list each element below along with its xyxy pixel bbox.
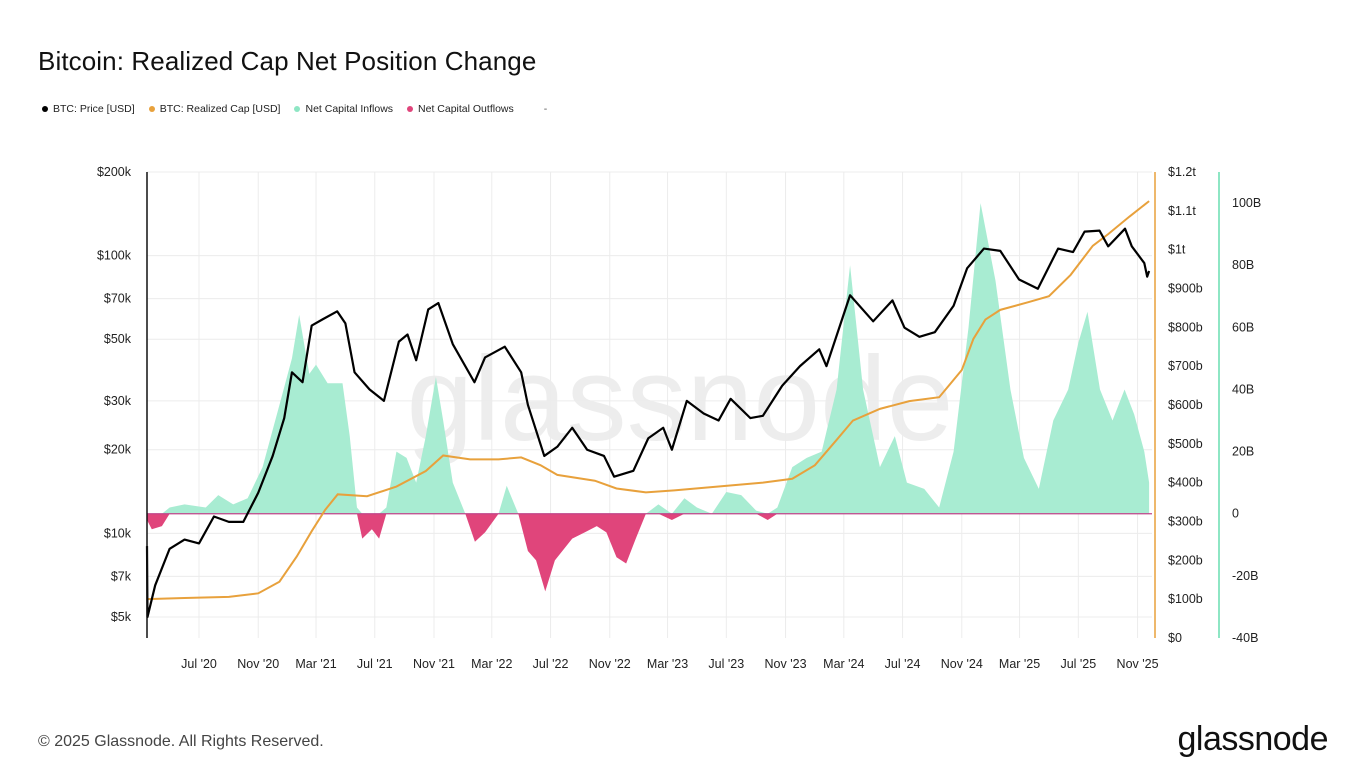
- y-mid-tick-label: $800b: [1168, 320, 1203, 334]
- y-mid-tick-label: $0: [1168, 631, 1182, 645]
- y-left-tick-label: $70k: [104, 292, 132, 306]
- y-right-tick-label: 0: [1232, 507, 1239, 521]
- y-left-tick-label: $20k: [104, 443, 132, 457]
- y-mid-tick-label: $900b: [1168, 282, 1203, 296]
- series-lines: [145, 200, 1151, 619]
- x-tick-label: Jul '25: [1060, 657, 1096, 671]
- legend-label-price: BTC: Price [USD]: [53, 103, 135, 115]
- brand-logo: glassnode: [1177, 720, 1328, 758]
- axes: $5k $7k $10k $20k $30k $50k $70k $100k $200k Jul …: [97, 165, 1261, 671]
- x-tick-label: Mar '22: [471, 657, 512, 671]
- y-left-tick-label: $5k: [111, 610, 132, 624]
- y-mid-tick-label: $1.2t: [1168, 165, 1196, 179]
- x-tick-label: Jul '21: [357, 657, 393, 671]
- legend-item-realized-cap[interactable]: BTC: Realized Cap [USD]: [148, 103, 281, 115]
- y-right-tick-label: 100B: [1232, 196, 1261, 210]
- x-tick-label: Mar '24: [823, 657, 864, 671]
- y-mid-tick-label: $700b: [1168, 359, 1203, 373]
- y-right-tick-label: 60B: [1232, 320, 1254, 334]
- x-tick-label: Jul '22: [533, 657, 569, 671]
- x-tick-label: Nov '23: [765, 657, 807, 671]
- y-mid-tick-label: $1t: [1168, 243, 1186, 257]
- legend-swatch-outflows: [407, 106, 414, 112]
- x-tick-label: Mar '21: [295, 657, 336, 671]
- y-left-tick-label: $200k: [97, 165, 132, 179]
- x-tick-label: Nov '25: [1117, 657, 1159, 671]
- y-mid-tick-label: $300b: [1168, 515, 1203, 529]
- y-right-tick-label: -20B: [1232, 569, 1258, 583]
- legend-item-outflows[interactable]: Net Capital Outflows: [407, 103, 514, 115]
- price-line: [145, 227, 1151, 619]
- y-right-tick-label: 20B: [1232, 445, 1254, 459]
- y-left-tick-label: $50k: [104, 332, 132, 346]
- y-right-tick-label: 40B: [1232, 382, 1254, 396]
- x-tick-label: Nov '22: [589, 657, 631, 671]
- y-mid-tick-label: $100b: [1168, 592, 1203, 606]
- y-mid-tick-label: $500b: [1168, 437, 1203, 451]
- realized-cap-line: [146, 200, 1150, 601]
- y-mid-tick-label: $200b: [1168, 553, 1203, 567]
- y-mid-tick-label: $1.1t: [1168, 204, 1196, 218]
- y-left-tick-label: $7k: [111, 569, 132, 583]
- y-right-tick-label: 80B: [1232, 258, 1254, 272]
- legend-item-inflows[interactable]: Net Capital Inflows: [294, 103, 393, 115]
- x-tick-label: Jul '24: [885, 657, 921, 671]
- x-tick-label: Nov '24: [941, 657, 983, 671]
- legend-label-outflows: Net Capital Outflows: [418, 103, 514, 115]
- x-tick-label: Nov '20: [237, 657, 279, 671]
- legend-label-realized-cap: BTC: Realized Cap [USD]: [159, 103, 281, 115]
- net-capital-inflows-area: [147, 203, 1150, 514]
- y-left-tick-label: $30k: [104, 394, 132, 408]
- y-mid-tick-label: $400b: [1168, 476, 1203, 490]
- copyright: © 2025 Glassnode. All Rights Reserved.: [38, 733, 324, 750]
- chart-canvas[interactable]: glassnode $5k$7k$10k$20k$30k$50k$70k$100…: [0, 0, 1362, 700]
- legend-label-inflows: Net Capital Inflows: [305, 103, 394, 115]
- legend-extra: -: [543, 103, 548, 115]
- y-right-tick-label: -40B: [1232, 631, 1258, 645]
- x-tick-label: Mar '23: [647, 657, 688, 671]
- legend-swatch-price: [42, 106, 48, 112]
- x-tick-label: Mar '25: [999, 657, 1040, 671]
- net-capital-outflows-area: [147, 513, 1150, 592]
- legend-swatch-realized-cap: [148, 106, 155, 112]
- x-tick-label: Jul '20: [181, 657, 217, 671]
- legend-swatch-inflows: [294, 106, 301, 112]
- chart-title: Bitcoin: Realized Cap Net Position Chang…: [38, 46, 537, 76]
- x-tick-label: Jul '23: [708, 657, 744, 671]
- net-flow-area: [147, 203, 1152, 592]
- legend: BTC: Price [USD] BTC: Realized Cap [USD]…: [42, 103, 547, 115]
- y-left-tick-label: $100k: [97, 249, 132, 263]
- legend-item-price[interactable]: BTC: Price [USD]: [42, 103, 135, 115]
- x-tick-label: Nov '21: [413, 657, 455, 671]
- y-mid-tick-label: $600b: [1168, 398, 1203, 412]
- y-left-tick-label: $10k: [104, 526, 132, 540]
